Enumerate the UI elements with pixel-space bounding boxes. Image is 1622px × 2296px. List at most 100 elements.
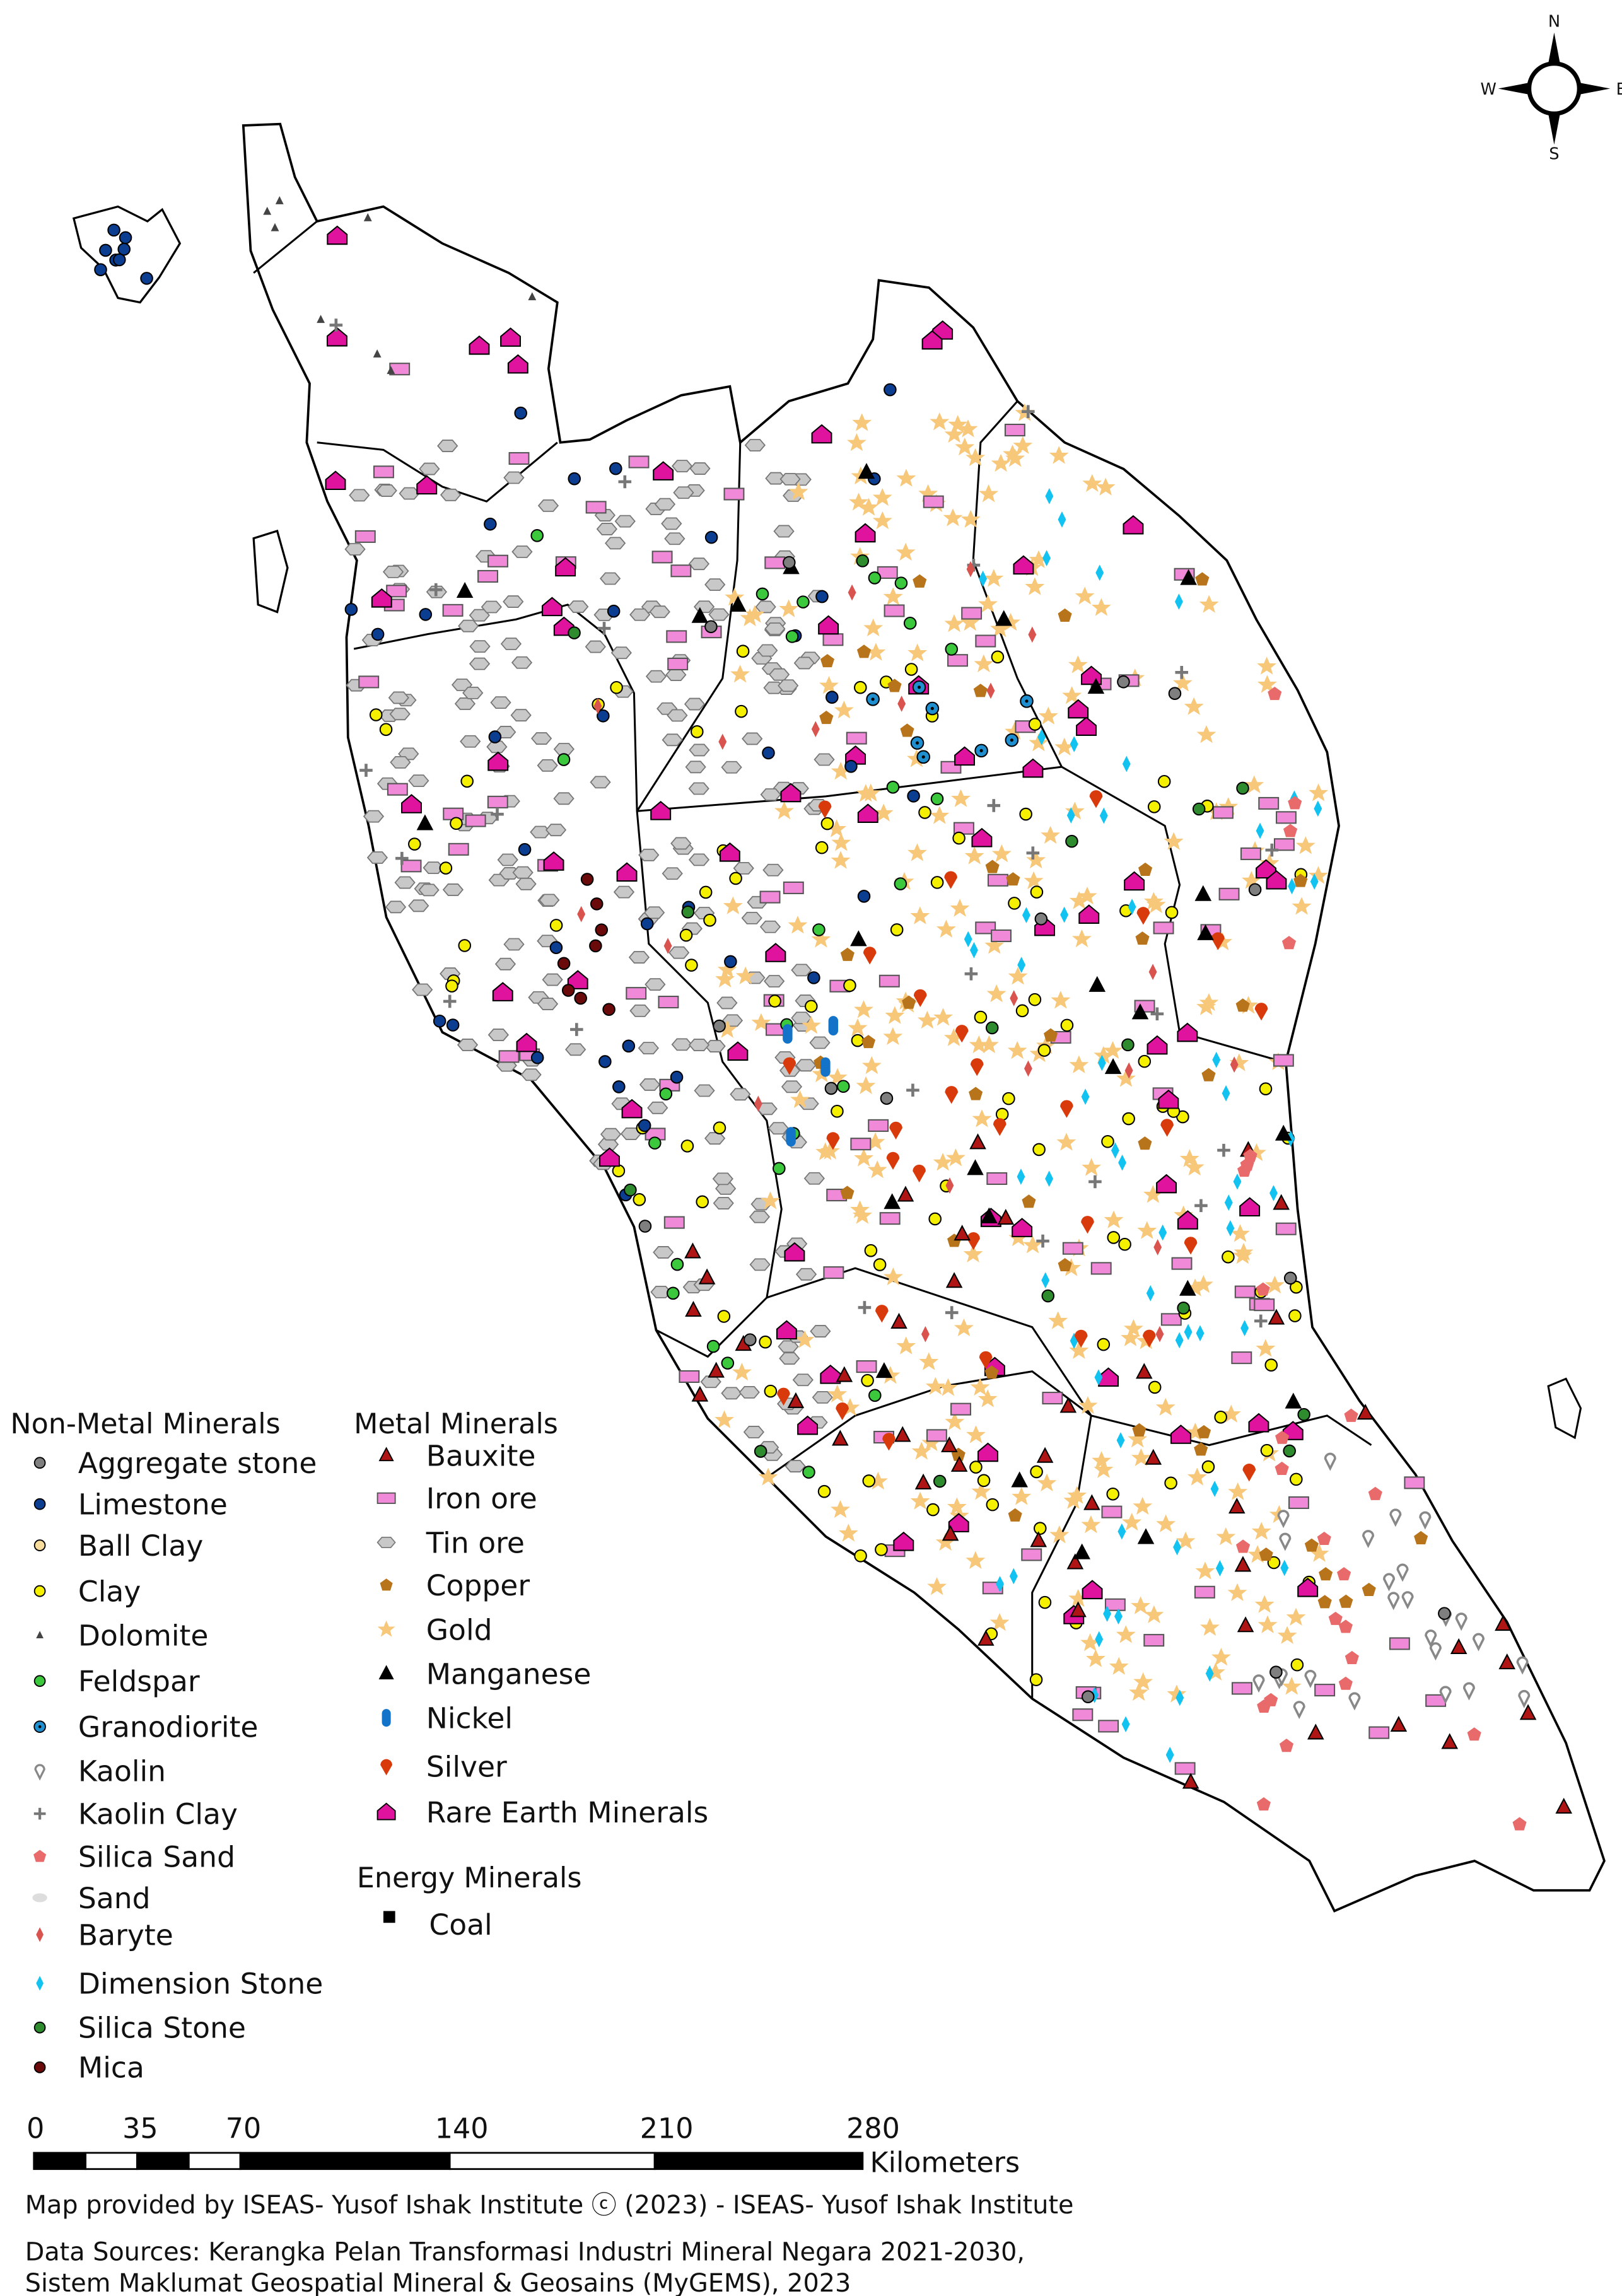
manganese-marker — [850, 930, 867, 947]
compass-needle-icon — [1498, 32, 1611, 145]
clay-marker — [1259, 1082, 1273, 1095]
silica-sand-marker — [1256, 1282, 1270, 1296]
limestone-marker — [612, 1080, 626, 1093]
iron-ore-marker — [991, 929, 1012, 943]
tin-ore-marker — [344, 543, 366, 556]
limestone-marker — [597, 709, 610, 723]
kaolin-marker — [1362, 1530, 1375, 1549]
gold-marker — [866, 643, 886, 661]
clay-marker — [991, 650, 1005, 664]
legend-rare-earth-minerals-icon — [376, 1802, 396, 1821]
clay-marker — [986, 1498, 1000, 1512]
gold-marker — [1247, 1545, 1268, 1563]
tin-ore-marker — [500, 638, 522, 650]
limestone-marker — [815, 590, 829, 603]
gold-marker — [984, 569, 1004, 587]
tin-ore-marker — [721, 760, 742, 774]
gold-marker — [1062, 686, 1082, 704]
copper-marker — [1006, 872, 1020, 886]
mica-marker — [589, 939, 602, 953]
dimension-stone-marker — [1066, 807, 1075, 824]
copper-marker — [840, 1186, 855, 1199]
rare-earth-minerals-marker — [811, 424, 832, 444]
rare-earth-minerals-marker — [780, 783, 802, 803]
silica-sand-marker — [1281, 936, 1297, 950]
clay-marker — [460, 774, 474, 788]
gold-marker — [1295, 836, 1316, 854]
tin-ore-marker — [537, 499, 559, 512]
dolomite-marker — [271, 223, 279, 231]
iron-ore-marker — [651, 551, 673, 564]
iron-ore-marker — [823, 1266, 844, 1279]
gold-marker — [947, 1497, 967, 1515]
granodiorite-marker — [912, 680, 926, 694]
clay-marker — [764, 1384, 778, 1398]
gold-marker — [955, 437, 975, 456]
clay-marker — [768, 994, 781, 1008]
gold-marker — [1129, 1682, 1149, 1701]
gold-marker — [1007, 1040, 1027, 1059]
rare-earth-minerals-marker — [857, 803, 878, 823]
tin-ore-marker — [769, 668, 790, 681]
copper-marker — [1293, 873, 1308, 887]
gold-marker — [1095, 477, 1116, 496]
gold-marker — [1218, 797, 1239, 815]
bauxite-marker — [1145, 1448, 1162, 1465]
granodiorite-marker — [925, 701, 940, 716]
clay-marker — [1147, 800, 1161, 813]
clay-marker — [1101, 1134, 1114, 1148]
gold-marker — [1211, 1648, 1231, 1666]
copper-marker — [1201, 1068, 1216, 1081]
silica-sand-marker — [1337, 1567, 1351, 1581]
compass-e: E — [1616, 80, 1622, 99]
gold-marker — [859, 498, 879, 516]
bauxite-marker — [1307, 1723, 1324, 1740]
silica-stone-marker — [1121, 1038, 1135, 1052]
rare-earth-minerals-marker — [820, 1365, 841, 1384]
clay-marker — [1097, 1337, 1111, 1351]
clay-marker — [1030, 1465, 1043, 1479]
kaolin-marker — [1439, 1686, 1452, 1705]
bauxite-marker — [1441, 1733, 1459, 1749]
legend-kaolin-icon — [34, 1764, 45, 1781]
dimension-stone-marker — [1022, 907, 1030, 924]
rare-earth-minerals-marker — [1123, 515, 1144, 535]
clay-marker — [680, 1139, 694, 1153]
kaolin-marker — [1472, 1633, 1485, 1652]
gold-marker — [1187, 1467, 1207, 1486]
tin-ore-marker — [349, 489, 370, 502]
tin-ore-marker — [510, 709, 532, 722]
gold-marker — [1156, 1514, 1176, 1532]
gold-marker — [1012, 1487, 1032, 1505]
gold-marker — [1085, 1649, 1106, 1667]
gold-marker — [1103, 1040, 1123, 1059]
gold-marker — [1051, 991, 1071, 1009]
iron-ore-marker — [387, 783, 408, 796]
gold-marker — [950, 899, 970, 917]
limestone-marker — [94, 263, 107, 276]
tin-ore-marker — [704, 1132, 726, 1145]
gold-marker — [735, 966, 756, 985]
clay-marker — [1106, 1487, 1119, 1501]
rare-earth-minerals-marker — [1158, 1089, 1179, 1109]
aggregate-stone-marker — [1168, 687, 1182, 700]
legend-silver-icon — [380, 1759, 392, 1776]
limestone-marker — [826, 691, 839, 704]
gold-marker — [1008, 967, 1028, 985]
rare-earth-minerals-marker — [1156, 1174, 1177, 1194]
gold-marker — [1309, 783, 1329, 801]
limestone-marker — [568, 472, 581, 486]
tin-ore-marker — [664, 532, 686, 545]
clay-marker — [1038, 1595, 1052, 1609]
rare-earth-minerals-marker — [416, 475, 438, 495]
dimension-stone-marker — [1196, 1325, 1205, 1342]
gold-marker — [1082, 1158, 1102, 1176]
gold-marker — [1256, 1339, 1276, 1357]
nickel-marker — [786, 1127, 796, 1147]
bauxite-marker — [977, 1629, 995, 1646]
rare-earth-minerals-marker — [948, 1513, 969, 1532]
limestone-marker — [119, 231, 132, 245]
tin-ore-marker — [596, 523, 617, 535]
tin-ore-marker — [545, 824, 567, 837]
copper-marker — [969, 1087, 983, 1100]
